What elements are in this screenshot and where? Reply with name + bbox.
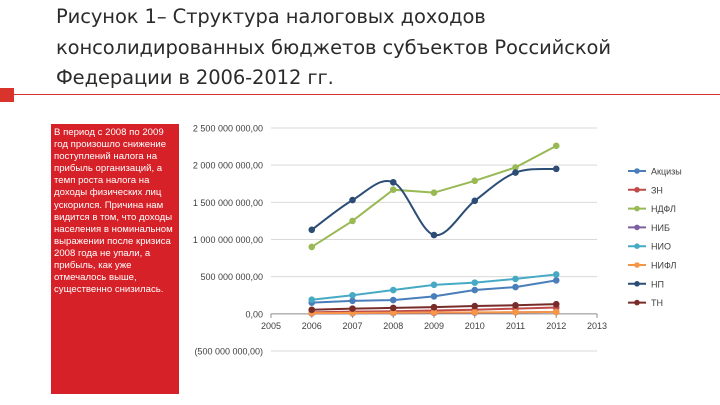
data-point	[471, 279, 479, 286]
x-tick-label: 2012	[546, 321, 566, 331]
data-point	[389, 296, 397, 304]
legend-item: ЗН	[628, 185, 663, 195]
data-point	[349, 196, 356, 204]
legend-item: НИО	[628, 242, 671, 252]
legend-item: НИФЛ	[628, 261, 677, 271]
data-point	[308, 226, 316, 234]
data-point	[308, 306, 316, 314]
line-chart: (500 000 000,00) 0,00 500 000 000,00 1 000 …	[193, 124, 682, 357]
x-tick-label: 2005	[261, 321, 281, 331]
legend-swatch-marker	[634, 224, 640, 231]
data-point	[430, 281, 438, 289]
x-tick-label: 2008	[383, 321, 403, 331]
data-point	[430, 189, 438, 196]
data-point	[430, 293, 438, 300]
divider	[14, 94, 720, 95]
data-point	[512, 275, 519, 283]
x-tick-label: 2006	[302, 321, 322, 331]
legend-label: ЗН	[651, 185, 663, 195]
data-point	[308, 243, 316, 251]
legend-swatch-marker	[634, 168, 640, 174]
data-point	[552, 271, 560, 278]
data-point	[349, 297, 356, 305]
data-point	[552, 300, 560, 308]
data-point	[471, 302, 479, 310]
legend-swatch-marker	[634, 205, 640, 212]
data-point	[349, 305, 356, 312]
data-point	[430, 309, 438, 316]
data-point	[471, 197, 479, 205]
legend-swatch-marker	[634, 187, 640, 193]
note-panel: В период с 2008 по 2009 год произошло сн…	[51, 124, 179, 394]
legend-swatch-marker	[634, 243, 640, 249]
legend-label: НИФЛ	[651, 261, 677, 271]
legend-swatch-marker	[634, 281, 640, 287]
legend-item: ТН	[628, 298, 663, 308]
data-point	[349, 291, 356, 299]
legend-label: НП	[651, 279, 664, 289]
page-title: Рисунок 1– Структура налоговых доходов к…	[56, 5, 611, 89]
x-tick-label: 2010	[465, 321, 485, 331]
data-point	[471, 309, 479, 316]
data-point	[389, 286, 397, 294]
legend-item: НДФЛ	[628, 204, 676, 214]
x-tick-label: 2009	[424, 321, 444, 331]
data-point	[552, 142, 560, 150]
data-point	[512, 301, 519, 309]
y-tick-label: 2 000 000 000,00	[193, 161, 263, 171]
y-tick-label: 1 000 000 000,00	[193, 235, 263, 245]
legend-item: НИБ	[628, 223, 670, 233]
data-point	[512, 283, 519, 291]
data-point	[389, 178, 397, 186]
data-point	[430, 231, 438, 239]
legend-label: ТН	[651, 298, 663, 308]
accent-bar	[0, 88, 14, 102]
legend-swatch-marker	[634, 299, 640, 306]
legend-swatch-marker	[634, 262, 640, 268]
data-point	[389, 186, 397, 193]
y-tick-label: 0,00	[245, 309, 263, 319]
note-text: В период с 2008 по 2009 год произошло сн…	[54, 127, 173, 296]
data-point	[471, 286, 479, 294]
legend-item: НП	[628, 279, 664, 289]
data-point	[512, 308, 519, 316]
x-tick-label: 2007	[342, 321, 362, 331]
y-tick-label: (500 000 000,00)	[194, 347, 263, 357]
data-point	[430, 303, 438, 311]
data-point	[389, 304, 397, 312]
y-tick-label: 500 000 000,00	[200, 272, 263, 282]
data-point	[552, 165, 560, 173]
legend-label: НИО	[651, 242, 671, 252]
legend-item: Акцизы	[628, 167, 682, 177]
legend-label: НДФЛ	[651, 204, 676, 214]
data-point	[471, 177, 479, 185]
data-point	[349, 217, 356, 225]
data-point	[512, 169, 519, 176]
legend-label: НИБ	[651, 223, 670, 233]
data-point	[552, 308, 560, 316]
data-point	[552, 277, 560, 284]
y-tick-label: 2 500 000 000,00	[193, 124, 263, 134]
data-point	[308, 296, 316, 304]
legend-label: Акцизы	[651, 167, 682, 177]
x-tick-label: 2013	[587, 321, 607, 331]
x-tick-label: 2011	[506, 321, 525, 331]
y-tick-label: 1 500 000 000,00	[193, 198, 263, 208]
